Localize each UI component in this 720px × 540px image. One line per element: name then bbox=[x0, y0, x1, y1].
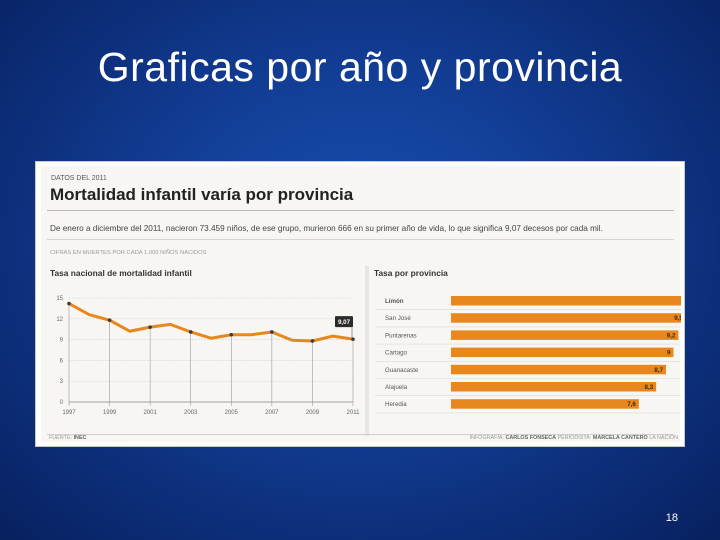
data-point bbox=[229, 332, 234, 337]
bar bbox=[451, 330, 679, 340]
line-chart: 0 3 6 9 12 15 1997 1999 2001 2003 2005 2007 2009 2011… bbox=[56, 296, 361, 416]
infografia-value: CARLOS FONSECA bbox=[505, 435, 557, 441]
category-label: San José bbox=[385, 315, 411, 322]
units-note: CIFRAS EN MUERTES POR CADA 1.000 NIÑOS N… bbox=[50, 250, 207, 256]
y-tick-label: 12 bbox=[56, 317, 63, 323]
bar bbox=[451, 347, 674, 358]
infographic-kicker: DATOS DEL 2011 bbox=[51, 175, 107, 182]
source-credit: FUENTE: INEC bbox=[49, 435, 86, 441]
data-point bbox=[310, 339, 315, 343]
bar bbox=[451, 313, 681, 323]
bar bbox=[451, 296, 681, 306]
bar bbox=[451, 399, 639, 409]
y-tick-label: 15 bbox=[56, 296, 63, 302]
value-label: 7,6 bbox=[627, 401, 636, 408]
value-label: 9,5 bbox=[674, 315, 681, 322]
value-label: 9 bbox=[667, 350, 671, 357]
periodista-value: MARCELA CANTERO bbox=[592, 435, 648, 441]
y-tick-label: 0 bbox=[60, 400, 64, 406]
x-tick-label: 2003 bbox=[184, 410, 198, 416]
bar bbox=[451, 364, 667, 375]
infographic-figure: DATOS DEL 2011 Mortalidad infantil varía… bbox=[36, 162, 684, 446]
value-label: 9,2 bbox=[667, 332, 676, 339]
callout-label: 9,07 bbox=[338, 319, 351, 326]
data-point bbox=[188, 330, 193, 334]
author-credits: INFOGRAFÍA: CARLOS FONSECA PERIODISTA: M… bbox=[470, 435, 679, 441]
infografia-label: INFOGRAFÍA: bbox=[469, 435, 504, 441]
slide-title: Graficas por año y provincia bbox=[97, 44, 623, 90]
panel-divider bbox=[365, 266, 369, 436]
y-tick-label: 6 bbox=[60, 358, 64, 364]
lede-rule bbox=[47, 239, 674, 240]
category-label: Puntarenas bbox=[385, 332, 417, 339]
category-label: Alajuela bbox=[385, 384, 408, 391]
category-label: Guanacaste bbox=[385, 367, 419, 374]
infographic-panel: DATOS DEL 2011 Mortalidad infantil varía… bbox=[41, 166, 681, 442]
y-tick-label: 3 bbox=[60, 379, 64, 385]
bar-chart: Limón10,6San José9,5Puntarenas9,2Cartago… bbox=[375, 296, 681, 414]
data-point bbox=[107, 318, 112, 322]
periodista-label: PERIODISTA: bbox=[557, 435, 592, 441]
category-label: Heredia bbox=[385, 401, 407, 408]
x-tick-label: 1997 bbox=[62, 410, 76, 416]
callout-box bbox=[335, 316, 353, 328]
outlet-label: LA NACIÓN bbox=[649, 435, 678, 441]
footer-rule bbox=[47, 434, 674, 435]
line-chart-title: Tasa nacional de mortalidad infantil bbox=[50, 268, 192, 278]
data-point bbox=[270, 330, 274, 334]
infographic-lede: De enero a diciembre del 2011, nacieron … bbox=[50, 224, 603, 233]
source-label: FUENTE: bbox=[49, 435, 73, 441]
page-number: 18 bbox=[665, 512, 678, 524]
x-tick-label: 2011 bbox=[347, 410, 361, 416]
series-line bbox=[67, 302, 355, 343]
category-label: Limón bbox=[385, 298, 404, 305]
value-label: 8,3 bbox=[645, 384, 654, 391]
y-tick-label: 9 bbox=[60, 338, 64, 344]
headline-rule bbox=[47, 210, 674, 211]
data-point bbox=[351, 337, 355, 341]
bar bbox=[451, 382, 657, 392]
x-tick-label: 2005 bbox=[225, 410, 239, 416]
x-tick-label: 2001 bbox=[143, 410, 157, 416]
infographic-headline: Mortalidad infantil varía por provincia bbox=[50, 185, 354, 204]
x-tick-label: 2009 bbox=[306, 410, 320, 416]
x-tick-label: 1999 bbox=[103, 410, 117, 416]
category-label: Cartago bbox=[385, 350, 408, 357]
value-label: 8,7 bbox=[654, 367, 663, 374]
data-point bbox=[67, 301, 71, 306]
source-value: INEC bbox=[73, 435, 87, 441]
bar-chart-title: Tasa por provincia bbox=[374, 268, 448, 278]
x-tick-label: 2007 bbox=[265, 410, 279, 416]
data-point bbox=[148, 325, 152, 329]
